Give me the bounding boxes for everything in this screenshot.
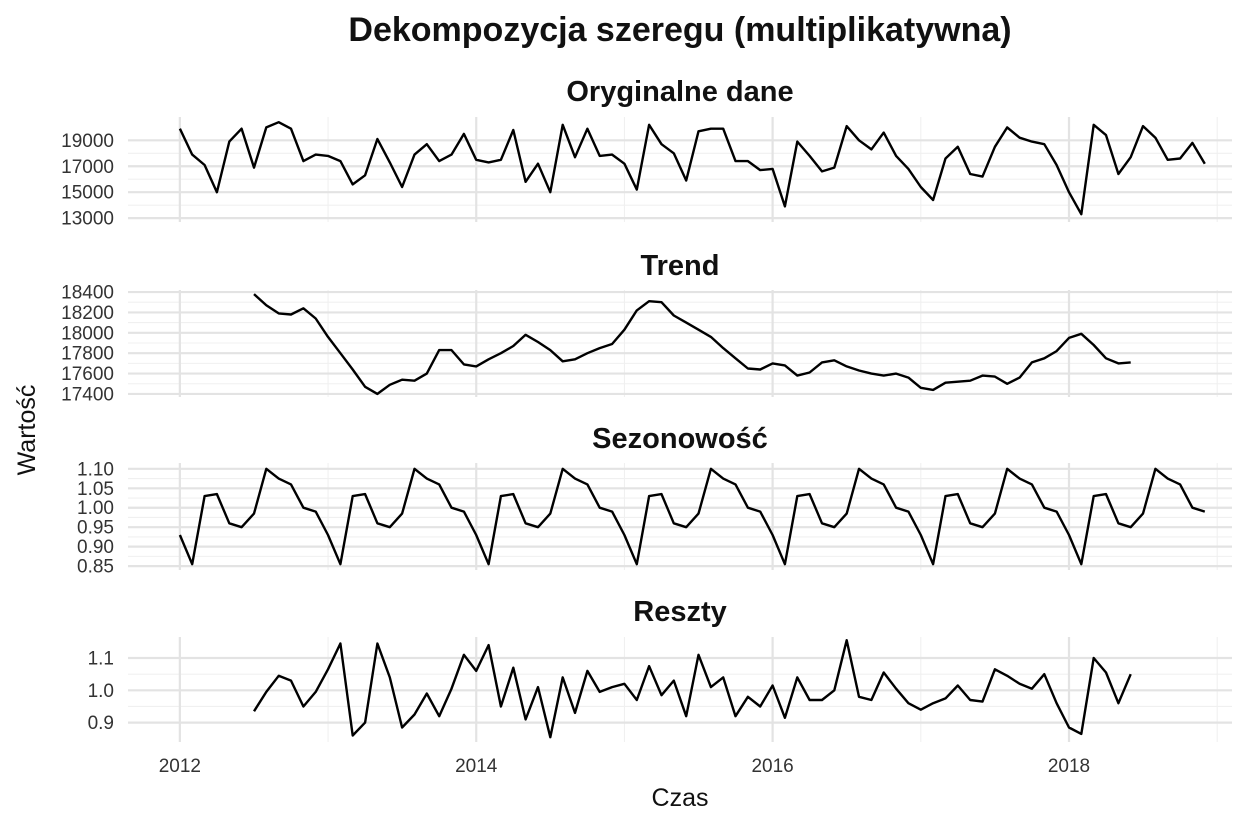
x-axis-title: Czas [652,784,709,812]
panel-title-seasonal: Sezonowość [592,423,768,455]
x-tick-label: 2014 [455,756,498,777]
y-tick-label: 0.95 [77,518,114,539]
x-tick-label: 2018 [1048,756,1090,777]
chart-title: Dekompozycja szeregu (multiplikatywna) [348,11,1011,49]
x-tick-label: 2016 [751,756,793,777]
y-tick-label: 1.00 [77,498,114,519]
series-line-seasonal [178,467,1206,566]
y-tick-label: 18400 [61,283,114,304]
y-tick-label: 19000 [61,131,114,152]
series-line-observed [178,120,1206,216]
y-tick-label: 17800 [61,344,114,365]
y-tick-label: 0.90 [77,537,114,558]
y-tick-label: 1.0 [88,681,114,702]
y-tick-label: 0.9 [88,713,114,734]
y-tick-label: 1.10 [77,459,114,480]
y-tick-label: 17600 [61,364,114,385]
panel-title-trend: Trend [641,250,720,282]
y-tick-label: 17000 [61,157,114,178]
panel-title-residual: Reszty [633,596,727,628]
panels-group: 13000 15000 17000 19000 Oryginalne dane 17400… [61,76,1232,777]
panel-title-observed: Oryginalne dane [566,76,793,108]
x-axis: 2012 2014 2016 2018 [159,756,1090,777]
y-tick-label: 0.85 [77,557,114,578]
y-axis-title: Wartość [13,385,41,476]
panel-observed: 13000 15000 17000 19000 Oryginalne dane [61,76,1232,230]
x-tick-label: 2012 [159,756,201,777]
series-line-residual [252,639,1132,739]
panel-seasonal: 0.850.900.951.001.051.10 Sezonowość [77,423,1232,578]
y-tick-label: 18000 [61,323,114,344]
y-tick-label: 13000 [61,209,114,230]
y-tick-label: 1.1 [88,649,114,670]
y-tick-label: 15000 [61,183,114,204]
y-tick-label: 1.05 [77,479,114,500]
y-tick-label: 17400 [61,384,114,405]
panel-residual: 0.9 1.0 1.1 Reszty [88,596,1232,742]
series-line-trend [253,293,1131,396]
y-tick-label: 18200 [61,303,114,324]
